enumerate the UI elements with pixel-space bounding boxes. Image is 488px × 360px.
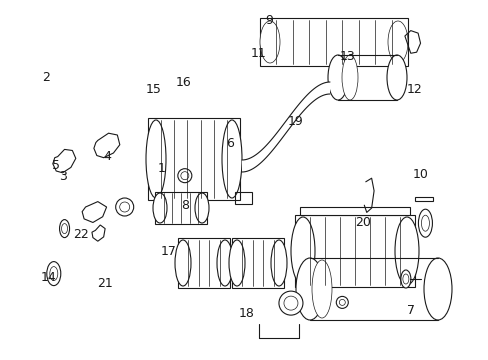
Text: 9: 9 xyxy=(264,14,272,27)
Text: 7: 7 xyxy=(406,304,414,317)
Circle shape xyxy=(178,169,191,183)
Ellipse shape xyxy=(386,55,406,100)
Ellipse shape xyxy=(295,258,324,320)
Ellipse shape xyxy=(270,240,286,286)
Ellipse shape xyxy=(217,240,232,286)
Text: 15: 15 xyxy=(146,83,162,96)
Text: 11: 11 xyxy=(250,47,265,60)
Ellipse shape xyxy=(327,55,347,100)
Text: 14: 14 xyxy=(41,271,57,284)
Circle shape xyxy=(181,172,188,180)
Ellipse shape xyxy=(418,209,431,237)
Ellipse shape xyxy=(50,267,58,280)
Text: 20: 20 xyxy=(354,216,370,229)
Ellipse shape xyxy=(153,193,167,223)
Ellipse shape xyxy=(195,193,208,223)
Text: 18: 18 xyxy=(239,307,254,320)
Ellipse shape xyxy=(47,262,61,285)
Text: 6: 6 xyxy=(225,137,233,150)
Circle shape xyxy=(120,202,129,212)
Circle shape xyxy=(339,300,345,305)
Ellipse shape xyxy=(175,240,191,286)
Bar xyxy=(414,197,432,201)
Ellipse shape xyxy=(423,258,451,320)
Text: 22: 22 xyxy=(73,228,88,240)
Ellipse shape xyxy=(228,240,244,286)
Text: 21: 21 xyxy=(97,277,113,290)
Ellipse shape xyxy=(387,21,407,63)
Bar xyxy=(260,18,407,66)
Text: 3: 3 xyxy=(59,170,66,183)
Text: 8: 8 xyxy=(181,199,188,212)
Ellipse shape xyxy=(421,215,428,231)
Ellipse shape xyxy=(311,260,331,318)
Bar xyxy=(299,207,409,215)
Text: 17: 17 xyxy=(161,245,176,258)
Circle shape xyxy=(116,198,133,216)
Ellipse shape xyxy=(341,55,357,100)
Ellipse shape xyxy=(394,217,418,285)
Ellipse shape xyxy=(290,217,314,285)
Circle shape xyxy=(336,296,347,309)
Circle shape xyxy=(284,296,297,310)
Text: 12: 12 xyxy=(406,83,422,96)
Ellipse shape xyxy=(60,220,69,238)
Ellipse shape xyxy=(400,270,410,288)
Ellipse shape xyxy=(260,21,280,63)
Bar xyxy=(231,238,284,288)
Text: 10: 10 xyxy=(412,168,427,181)
Text: 13: 13 xyxy=(339,50,354,63)
Ellipse shape xyxy=(146,120,165,198)
Text: 4: 4 xyxy=(103,150,111,163)
Ellipse shape xyxy=(402,274,408,284)
Text: 2: 2 xyxy=(42,71,50,84)
Text: 16: 16 xyxy=(175,76,191,89)
Ellipse shape xyxy=(222,120,242,198)
Polygon shape xyxy=(242,82,329,172)
Text: 5: 5 xyxy=(52,159,60,172)
Bar xyxy=(155,192,206,224)
Text: 1: 1 xyxy=(157,162,165,175)
Bar xyxy=(148,118,240,200)
Circle shape xyxy=(278,291,303,315)
Bar xyxy=(178,238,229,288)
Ellipse shape xyxy=(61,224,67,234)
Text: 19: 19 xyxy=(287,115,303,128)
Bar xyxy=(294,215,414,287)
